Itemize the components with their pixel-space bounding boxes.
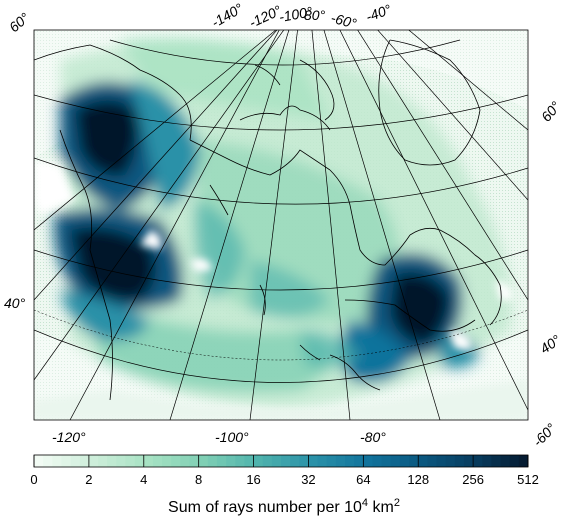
colorbar-tick-label: 2 bbox=[85, 472, 92, 487]
colorbar-title-unit: km bbox=[368, 499, 394, 516]
colorbar-tick-label: 16 bbox=[246, 472, 260, 487]
colorbar-segment bbox=[445, 455, 456, 467]
colorbar-segment bbox=[207, 455, 218, 467]
colorbar-segment bbox=[454, 455, 465, 467]
colorbar-segment bbox=[271, 455, 282, 467]
colorbar-segment bbox=[345, 455, 355, 467]
colorbar-tick-label: 0 bbox=[30, 472, 37, 487]
colorbar-tick-label: 64 bbox=[356, 472, 370, 487]
colorbar-segment bbox=[399, 455, 410, 467]
colorbar bbox=[33, 454, 529, 468]
colorbar-segment bbox=[326, 455, 337, 467]
colorbar-segment bbox=[70, 455, 81, 467]
lon-label-bottom-120: -120° bbox=[52, 429, 86, 445]
lon-label-top-140: -140° bbox=[209, 0, 246, 31]
colorbar-segment bbox=[253, 455, 264, 467]
colorbar-title: Sum of rays number per 104 km2 bbox=[168, 497, 400, 516]
colorbar-segment bbox=[88, 455, 99, 467]
lat-label-right-40: 40° bbox=[537, 331, 564, 356]
lon-label-bottom-100: -100° bbox=[215, 429, 249, 445]
low-density-gaps bbox=[34, 160, 528, 420]
graticule bbox=[34, 30, 528, 420]
colorbar-segment bbox=[436, 455, 447, 467]
colorbar-tick-label: 256 bbox=[462, 472, 484, 487]
colorbar-segment bbox=[500, 455, 511, 467]
colorbar-segment bbox=[226, 455, 236, 467]
colorbar-segment bbox=[52, 455, 62, 467]
colorbar-segment bbox=[363, 455, 373, 467]
colorbar-segment bbox=[427, 455, 438, 467]
colorbar-segment bbox=[235, 455, 245, 467]
colorbar-segment bbox=[372, 455, 383, 467]
colorbar-segment bbox=[317, 455, 328, 467]
colorbar-segment bbox=[171, 455, 181, 467]
coastlines bbox=[34, 39, 502, 401]
map-area bbox=[34, 30, 528, 420]
colorbar-segment bbox=[98, 455, 108, 467]
colorbar-segment bbox=[143, 455, 154, 467]
colorbar-segment bbox=[463, 455, 474, 467]
colorbar-segment bbox=[308, 455, 319, 467]
colorbar-segment bbox=[162, 455, 172, 467]
lon-label-bottom-60: -60° bbox=[529, 420, 559, 450]
colorbar-segment bbox=[125, 455, 136, 467]
colorbar-segment bbox=[509, 455, 520, 467]
colorbar-segment bbox=[43, 455, 53, 467]
colorbar-segment bbox=[244, 455, 255, 467]
colorbar-segment bbox=[354, 455, 364, 467]
colorbar-segment bbox=[262, 455, 273, 467]
lat-label-left-60: 60° bbox=[6, 9, 33, 35]
colorbar-segment bbox=[189, 455, 200, 467]
colorbar-segment bbox=[299, 455, 309, 467]
colorbar-segment bbox=[281, 455, 291, 467]
lon-label-bottom-80: -80° bbox=[360, 429, 386, 445]
colorbar-title-main: Sum of rays number per 10 bbox=[168, 499, 362, 516]
colorbar-tick-label: 128 bbox=[407, 472, 429, 487]
colorbar-segment bbox=[134, 455, 145, 467]
colorbar-segment bbox=[152, 455, 163, 467]
colorbar-tick-label: 4 bbox=[140, 472, 147, 487]
colorbar-tick-label: 512 bbox=[517, 472, 539, 487]
lon-label-top-60: -60° bbox=[329, 9, 358, 31]
colorbar-segment bbox=[381, 455, 392, 467]
colorbar-segment bbox=[61, 455, 72, 467]
colorbar-segment bbox=[116, 455, 126, 467]
colorbar-segment bbox=[491, 455, 502, 467]
colorbar-tick-label: 8 bbox=[195, 472, 202, 487]
colorbar-segment bbox=[482, 455, 492, 467]
colorbar-segment bbox=[107, 455, 117, 467]
lon-label-top-40: -40° bbox=[364, 1, 394, 25]
colorbar-segment bbox=[335, 455, 346, 467]
colorbar-segment bbox=[390, 455, 401, 467]
colorbar-segment bbox=[79, 455, 90, 467]
colorbar-segment bbox=[418, 455, 428, 467]
map-frame bbox=[33, 29, 529, 421]
colorbar-segment bbox=[180, 455, 191, 467]
colorbar-tick-labels: 0 2 4 8 16 32 64 128 256 512 bbox=[30, 472, 538, 487]
colorbar-segment bbox=[473, 455, 483, 467]
lat-label-left-40: 40° bbox=[4, 295, 26, 311]
colorbar-title-unit-exponent: 2 bbox=[394, 497, 400, 509]
colorbar-title-exponent: 4 bbox=[362, 497, 368, 509]
colorbar-segment bbox=[518, 455, 529, 467]
colorbar-segment bbox=[290, 455, 300, 467]
lon-label-top-80: 80° bbox=[304, 7, 326, 23]
lon-label-top-100: -100° bbox=[278, 3, 314, 25]
lat-label-right-60: 60° bbox=[538, 98, 564, 125]
colorbar-segment bbox=[216, 455, 227, 467]
colorbar-segment bbox=[409, 455, 419, 467]
colorbar-segment bbox=[34, 455, 44, 467]
colorbar-segment bbox=[198, 455, 209, 467]
colorbar-tick-label: 32 bbox=[301, 472, 315, 487]
